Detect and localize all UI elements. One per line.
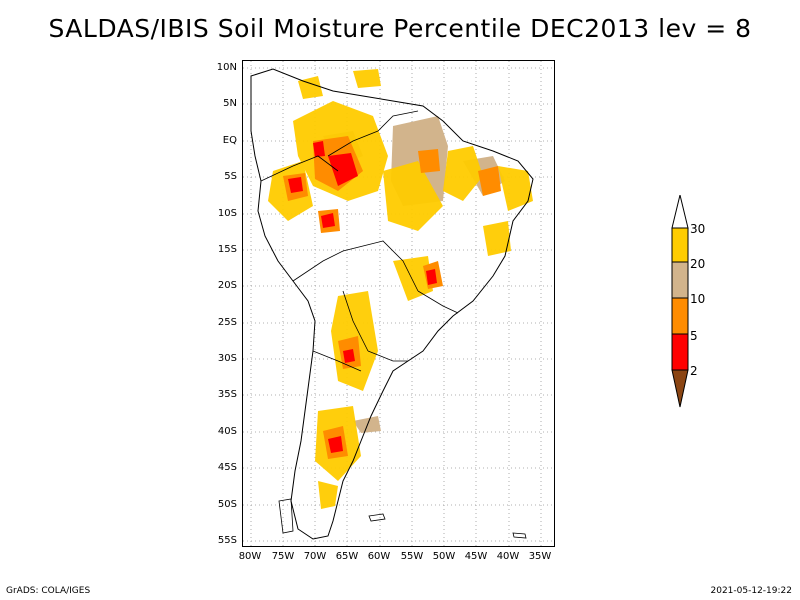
footer-timestamp: 2021-05-12-19:22	[710, 586, 793, 596]
swatch-2-5	[671, 333, 689, 371]
red-2-5-areas	[288, 141, 437, 453]
lon-tick-label: 40W	[496, 551, 520, 562]
lat-tick-label: 45S	[217, 462, 237, 473]
lon-tick-label: 65W	[335, 551, 359, 562]
lon-tick-label: 80W	[238, 551, 262, 562]
lon-tick-label: 70W	[303, 551, 327, 562]
footer-credit: GrADS: COLA/IGES	[6, 586, 91, 596]
lon-tick-label: 60W	[367, 551, 391, 562]
lat-tick-label: 25S	[217, 317, 237, 328]
colorbar-label: 5	[690, 329, 698, 343]
colorbar-legend: 30 20 10 5 2	[670, 194, 705, 414]
lat-tick-label: 55S	[217, 535, 237, 546]
swatch-20-30	[671, 227, 689, 263]
islands	[278, 498, 527, 539]
colorbar-label: 10	[690, 292, 706, 306]
lat-tick-label: 30S	[217, 353, 237, 364]
lon-tick-label: 45W	[464, 551, 488, 562]
lat-tick-label: 5N	[223, 98, 237, 109]
colorbar-label: 2	[690, 364, 698, 378]
swatch-10-20	[671, 261, 689, 299]
lon-tick-label: 55W	[400, 551, 424, 562]
map-title: SALDAS/IBIS Soil Moisture Percentile DEC…	[48, 14, 752, 43]
lat-tick-label: EQ	[222, 135, 237, 146]
lat-tick-label: 10S	[217, 208, 237, 219]
lat-tick-label: 10N	[216, 62, 237, 73]
lat-tick-label: 5S	[224, 171, 237, 182]
coastline	[250, 68, 534, 540]
colorbar-label: 30	[690, 222, 706, 236]
lat-tick-label: 15S	[217, 244, 237, 255]
lat-tick-label: 35S	[217, 389, 237, 400]
lat-tick-label: 20S	[217, 280, 237, 291]
country-borders	[260, 110, 459, 372]
swatch-above-30	[671, 194, 689, 229]
map-canvas	[243, 61, 554, 546]
swatch-below-2	[671, 369, 689, 408]
lon-tick-label: 75W	[271, 551, 295, 562]
colorbar-label: 20	[690, 257, 706, 271]
swatch-5-10	[671, 297, 689, 335]
lon-tick-label: 50W	[432, 551, 456, 562]
lon-tick-label: 35W	[528, 551, 552, 562]
map-frame	[242, 60, 555, 547]
colorbar-swatches	[671, 194, 689, 408]
lat-tick-label: 50S	[217, 499, 237, 510]
lat-tick-label: 40S	[217, 426, 237, 437]
